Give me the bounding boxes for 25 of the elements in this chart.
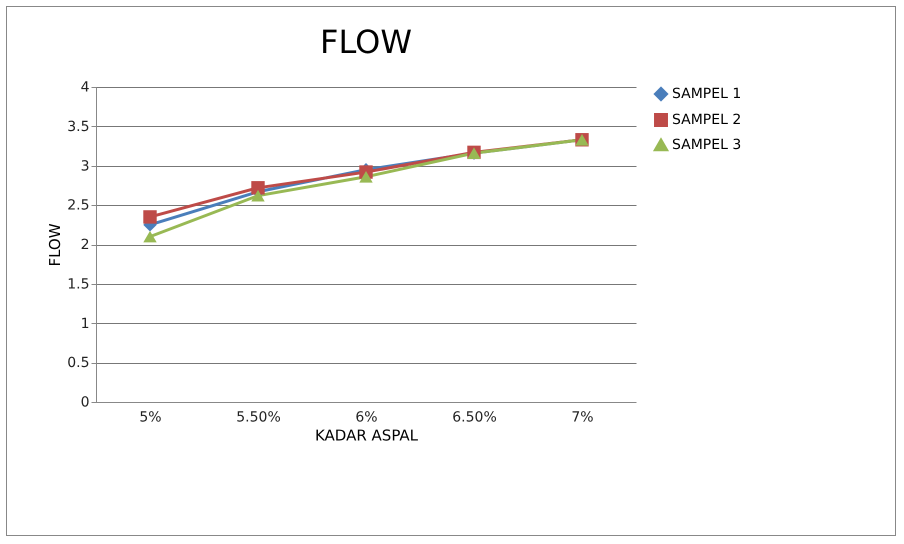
legend-label: SAMPEL 2 [672, 112, 742, 128]
y-axis-title: FLOW [46, 223, 64, 267]
legend-label: SAMPEL 3 [672, 137, 742, 153]
y-tick-label: 3 [80, 158, 90, 174]
y-tick-label: 0.5 [67, 355, 90, 372]
x-tick-label: 5.50% [236, 410, 281, 426]
y-tick-label: 2.5 [67, 198, 90, 214]
x-tick-label: 5% [139, 410, 162, 426]
chart-title: FLOW [320, 23, 412, 61]
legend-label: SAMPEL 1 [672, 86, 742, 102]
point [143, 230, 157, 242]
y-tick-label: 1 [80, 316, 90, 332]
x-tick-label: 6.50% [452, 410, 497, 426]
y-tick-label: 4 [80, 80, 90, 96]
y-tick-label: 3.5 [67, 118, 90, 135]
y-tick-label: 1.5 [67, 276, 90, 292]
point [251, 181, 265, 195]
x-tick-label: 7% [571, 410, 594, 426]
point [143, 210, 157, 224]
x-axis-title: KADAR ASPAL [314, 426, 419, 444]
y-tick-label: 0 [80, 394, 90, 410]
x-tick-label: 6% [355, 410, 378, 426]
y-tick-label: 2 [80, 237, 90, 253]
point [251, 190, 265, 202]
point [359, 170, 373, 183]
